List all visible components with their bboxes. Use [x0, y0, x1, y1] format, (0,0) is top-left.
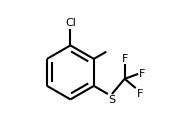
Text: F: F	[136, 89, 143, 99]
Text: F: F	[121, 54, 128, 63]
Text: F: F	[139, 69, 145, 79]
Text: Cl: Cl	[65, 18, 76, 28]
Text: S: S	[108, 95, 115, 105]
